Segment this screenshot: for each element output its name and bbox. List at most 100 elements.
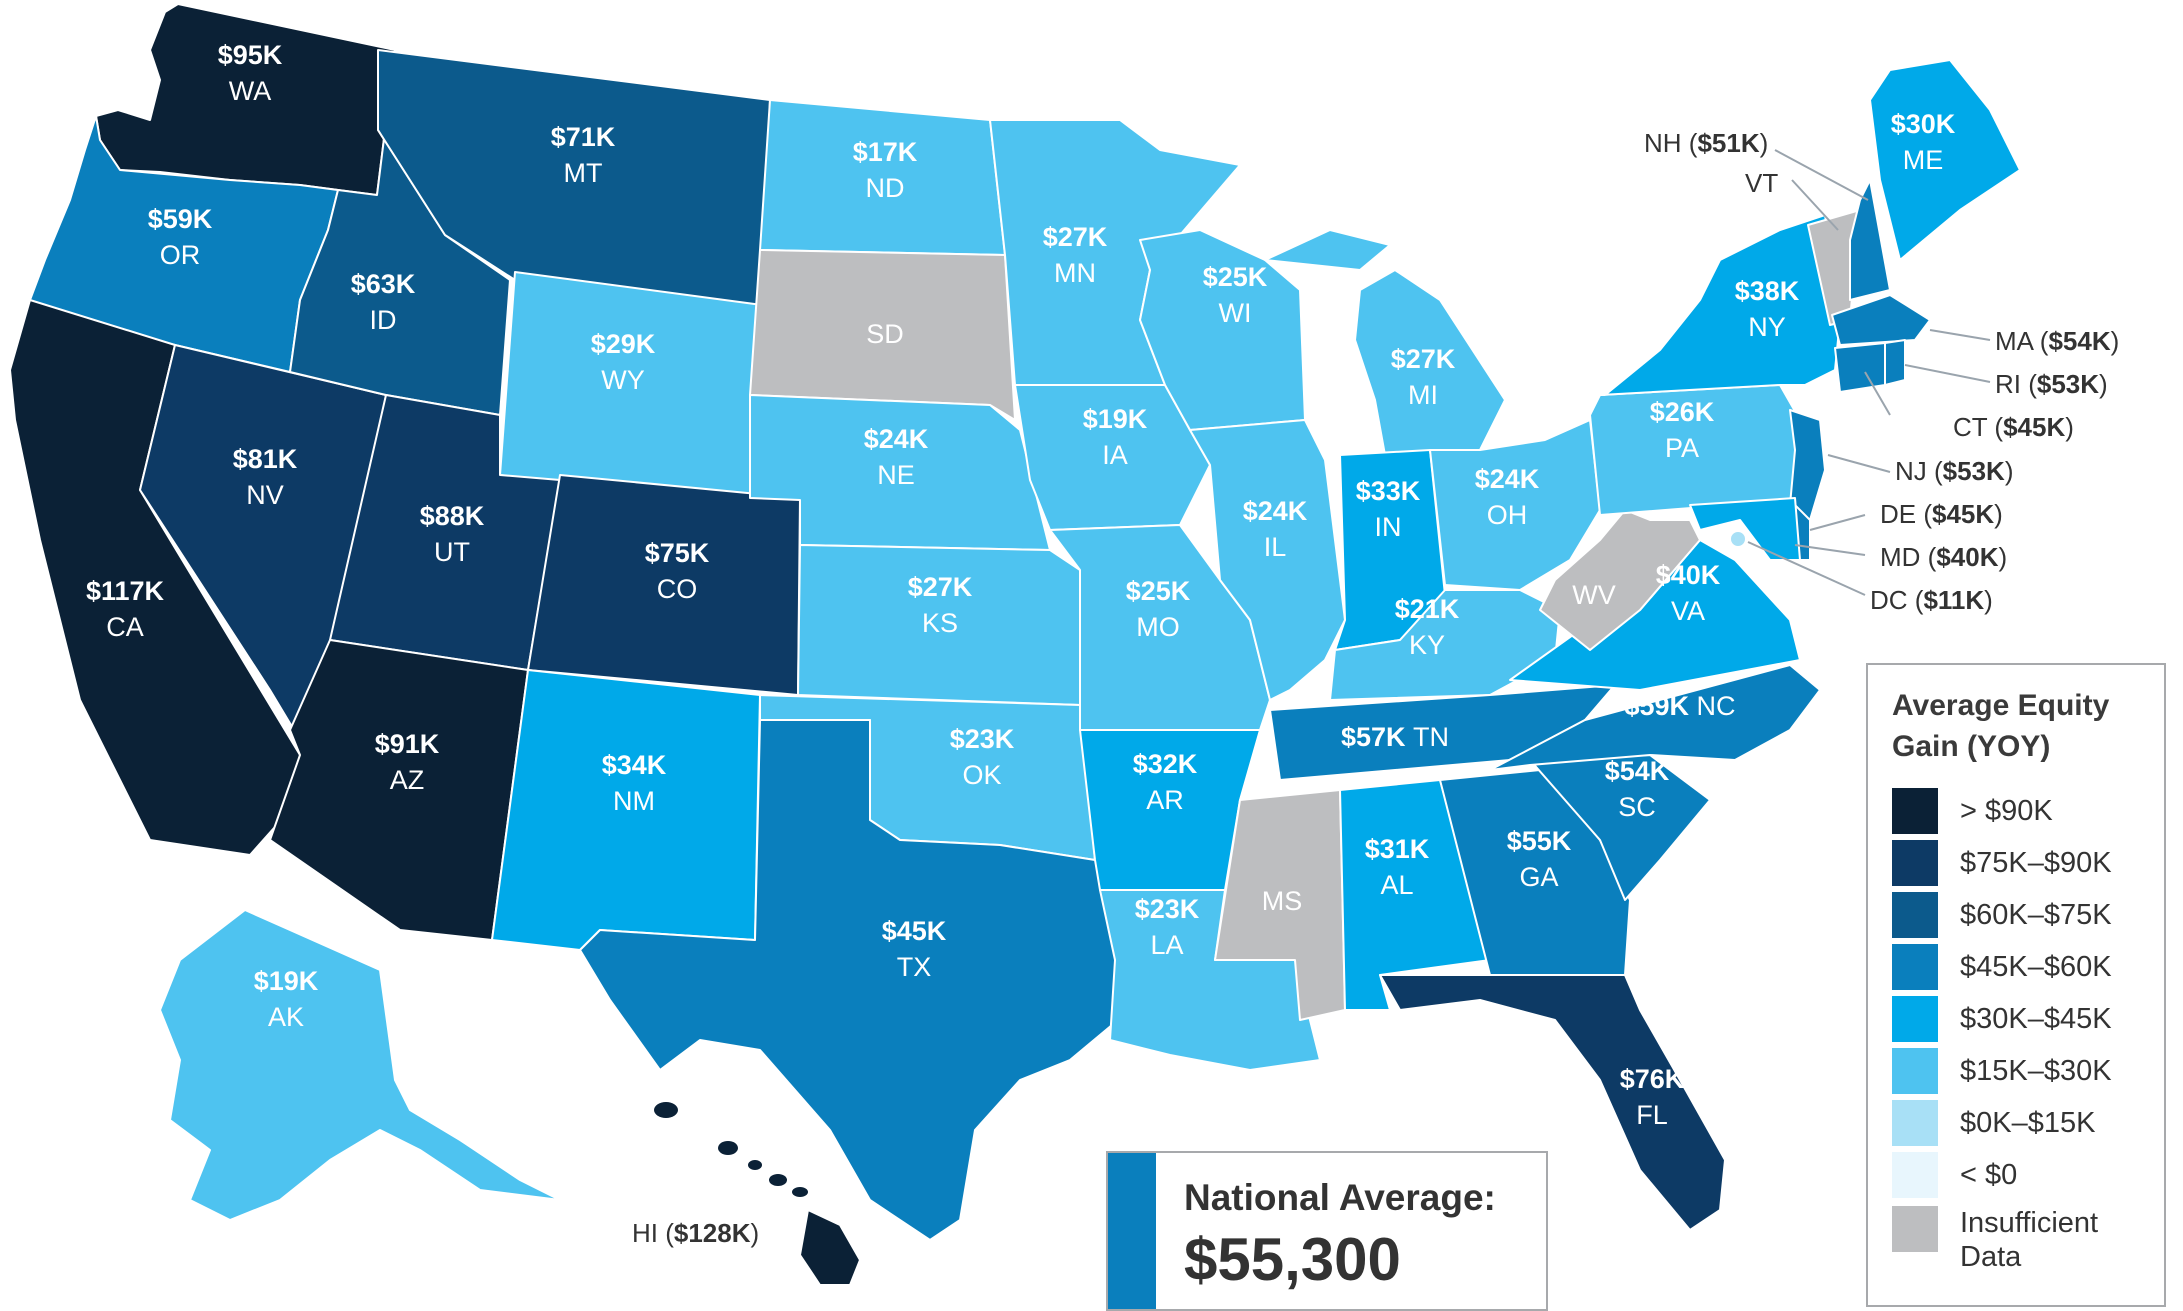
value-ID: $63K [351, 269, 416, 299]
abbr-IN: IN [1375, 512, 1402, 542]
abbr-SC: SC [1618, 792, 1656, 822]
value-AR: $32K [1133, 749, 1198, 779]
legend-label: $75K–$90K [1960, 847, 2112, 879]
abbr-MT: MT [564, 158, 603, 188]
state-WV [1539, 509, 1701, 651]
value-CA: $117K [86, 576, 165, 606]
label-NC: $59K NC [1624, 691, 1735, 721]
value-VA: $40K [1656, 560, 1721, 590]
abbr-NY: NY [1748, 312, 1786, 342]
legend-label: $15K–$30K [1960, 1055, 2112, 1087]
callout-MA: MA ($54K) [1995, 326, 2119, 356]
abbr-NV: NV [246, 480, 284, 510]
abbr-NE: NE [877, 460, 915, 490]
label-TN: $57K TN [1341, 722, 1449, 752]
value-GA: $55K [1507, 826, 1572, 856]
legend-swatch [1892, 840, 1938, 886]
state-SD [749, 249, 1016, 421]
abbr-TN: TN [1413, 722, 1449, 752]
national-average-label: National Average: [1184, 1177, 1496, 1218]
abbr-SD: SD [866, 319, 904, 349]
legend-swatch [1892, 1048, 1938, 1094]
value-IN: $33K [1356, 476, 1421, 506]
national-average-bar [1108, 1153, 1156, 1309]
value-MO: $25K [1126, 576, 1191, 606]
abbr-OK: OK [962, 760, 1001, 790]
state-FL [1379, 974, 1726, 1231]
callout-DE: DE ($45K) [1880, 499, 2003, 529]
legend-item: $30K–$45K [1892, 996, 2112, 1042]
abbr-IA: IA [1102, 440, 1128, 470]
value-AL: $31K [1365, 834, 1430, 864]
abbr-CA: CA [106, 612, 144, 642]
value-LA: $23K [1135, 894, 1200, 924]
abbr-CO: CO [657, 574, 698, 604]
state-NC [1489, 664, 1821, 771]
legend-label: < $0 [1960, 1159, 2018, 1191]
legend-item: $45K–$60K [1892, 944, 2112, 990]
legend-label: Insufficient Data [1960, 1207, 2099, 1273]
legend-swatch [1892, 996, 1938, 1042]
value-NV: $81K [233, 444, 298, 474]
abbr-AR: AR [1146, 785, 1184, 815]
state-CA [9, 299, 301, 856]
abbr-ND: ND [866, 173, 905, 203]
abbr-NM: NM [613, 786, 655, 816]
legend-swatch [1892, 944, 1938, 990]
value-NE: $24K [864, 424, 929, 454]
abbr-WI: WI [1219, 298, 1252, 328]
value-ME: $30K [1891, 109, 1956, 139]
value-KY: $21K [1395, 594, 1460, 624]
callout-HI: HI ($128K) [632, 1218, 759, 1248]
state-AK [159, 909, 561, 1221]
abbr-MI: MI [1408, 380, 1438, 410]
callout-CT: CT ($45K) [1953, 412, 2074, 442]
state-IL [1189, 419, 1346, 701]
value-OH: $24K [1475, 464, 1540, 494]
abbr-MO: MO [1136, 612, 1180, 642]
abbr-OH: OH [1487, 500, 1528, 530]
abbr-WV: WV [1572, 580, 1616, 610]
state-NY [1599, 214, 1841, 396]
legend-item: < $0 [1892, 1152, 2017, 1198]
callout-leaders [1747, 149, 1991, 596]
legend-item: $75K–$90K [1892, 840, 2112, 886]
state-ME [1869, 59, 2021, 261]
abbr-OR: OR [160, 240, 201, 270]
legend-swatch [1892, 1152, 1938, 1198]
value-WY: $29K [591, 329, 656, 359]
state-CT [1834, 342, 1886, 393]
legend-label: $30K–$45K [1960, 1003, 2112, 1035]
abbr-ID: ID [370, 305, 397, 335]
legend-label: $60K–$75K [1960, 899, 2112, 931]
value-MI: $27K [1391, 344, 1456, 374]
state-NH [1849, 179, 1891, 301]
abbr-AK: AK [268, 1002, 304, 1032]
abbr-AZ: AZ [390, 765, 425, 795]
abbr-KS: KS [922, 608, 958, 638]
abbr-ME: ME [1903, 145, 1944, 175]
abbr-WY: WY [601, 365, 645, 395]
legend-item: $15K–$30K [1892, 1048, 2112, 1094]
abbr-UT: UT [434, 537, 470, 567]
value-FL: $76K [1620, 1064, 1685, 1094]
value-KS: $27K [908, 572, 973, 602]
callout-NJ: NJ ($53K) [1895, 456, 2014, 486]
legend: Average Equity Gain (YOY) > $90K $75K–$90… [1866, 663, 2166, 1307]
dc-marker [1729, 530, 1747, 548]
legend-swatch [1892, 892, 1938, 938]
value-NM: $34K [602, 750, 667, 780]
value-PA: $26K [1650, 397, 1715, 427]
legend-title: Average Equity Gain (YOY) [1892, 689, 2110, 763]
legend-label: $45K–$60K [1960, 951, 2112, 983]
value-AK: $19K [254, 966, 319, 996]
state-TX [579, 719, 1131, 1241]
callout-VT: VT [1745, 168, 1778, 198]
abbr-PA: PA [1665, 433, 1699, 463]
legend-swatch [1892, 788, 1938, 834]
callout-RI: RI ($53K) [1995, 369, 2108, 399]
value-MT: $71K [551, 122, 616, 152]
callout-NH: NH ($51K) [1644, 128, 1768, 158]
value-CO: $75K [645, 538, 710, 568]
